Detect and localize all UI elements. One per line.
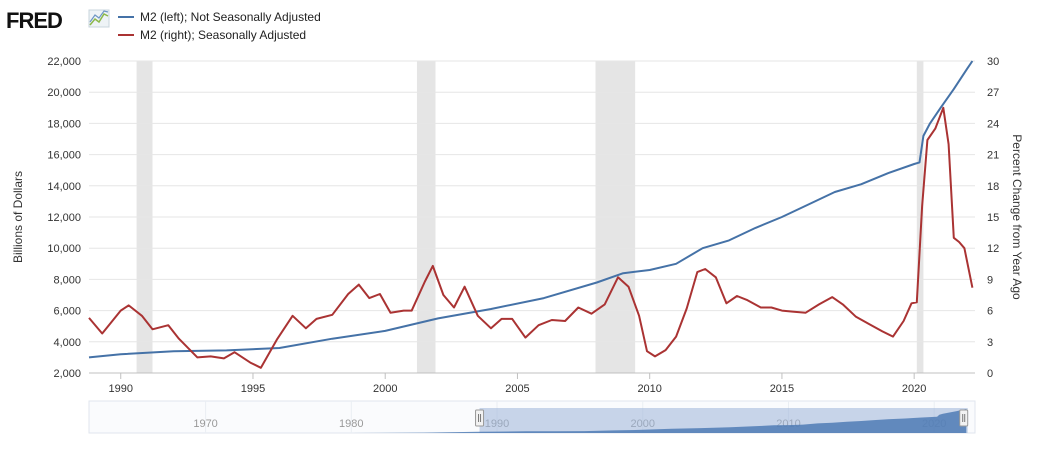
navigator-tick-label: 1980 <box>339 418 363 430</box>
series-lines[interactable] <box>88 60 974 369</box>
x-axis-ticks: 1990 1995 2000 2005 2010 2015 2020 <box>108 373 926 395</box>
fred-logo-graph-icon <box>88 9 110 28</box>
series-line-m2-sa[interactable] <box>88 106 974 369</box>
y-axis-left-title: Billions of Dollars <box>11 171 25 263</box>
x-tick-label: 2005 <box>505 383 529 395</box>
legend: M2 (left); Not Seasonally Adjusted M2 (r… <box>118 10 321 42</box>
y-right-tick-label: 6 <box>987 306 993 318</box>
navigator-handle-grip[interactable] <box>475 409 485 427</box>
navigator-tick-label: 1970 <box>193 418 217 430</box>
y-left-tick-label: 6,000 <box>53 306 81 318</box>
range-navigator[interactable]: 197019801990200020102020 <box>88 400 976 434</box>
y-axis-right-title: Percent Change from Year Ago <box>1010 134 1024 300</box>
y-left-tick-label: 8,000 <box>53 274 81 286</box>
y-axis-left-ticks: 2,000 4,000 6,000 8,000 10,000 12,000 14,000 16… <box>47 56 81 380</box>
y-left-tick-label: 22,000 <box>47 56 81 68</box>
x-tick-label: 2015 <box>770 383 794 395</box>
y-right-tick-label: 18 <box>987 181 999 193</box>
series-line-m2-nsa[interactable] <box>88 60 974 359</box>
y-right-tick-label: 24 <box>987 118 999 130</box>
y-right-tick-label: 3 <box>987 337 993 349</box>
x-tick-label: 1995 <box>241 383 265 395</box>
y-right-tick-label: 0 <box>987 368 993 380</box>
y-right-tick-label: 12 <box>987 243 999 255</box>
navigator-right-handle[interactable] <box>959 409 969 427</box>
x-tick-label: 2000 <box>373 383 397 395</box>
y-left-tick-label: 20,000 <box>47 87 81 99</box>
x-tick-label: 2010 <box>637 383 661 395</box>
navigator-handle-grip[interactable] <box>959 409 969 427</box>
y-left-tick-label: 14,000 <box>47 181 81 193</box>
x-tick-label: 1990 <box>108 383 132 395</box>
fred-logo[interactable]: FRED <box>6 8 110 33</box>
y-right-tick-label: 21 <box>987 150 999 162</box>
y-left-tick-label: 16,000 <box>47 150 81 162</box>
y-right-tick-label: 27 <box>987 87 999 99</box>
x-tick-label: 2020 <box>902 383 926 395</box>
y-left-tick-label: 18,000 <box>47 118 81 130</box>
y-right-tick-label: 15 <box>987 212 999 224</box>
y-right-tick-label: 9 <box>987 274 993 286</box>
fred-logo-text: FRED <box>6 8 62 33</box>
y-right-tick-label: 30 <box>987 56 999 68</box>
y-left-tick-label: 2,000 <box>53 368 81 380</box>
navigator-left-handle[interactable] <box>475 409 485 427</box>
legend-label-m2-nsa: M2 (left); Not Seasonally Adjusted <box>140 10 321 24</box>
legend-label-m2-sa: M2 (right); Seasonally Adjusted <box>140 28 306 42</box>
y-left-tick-label: 12,000 <box>47 212 81 224</box>
y-left-tick-label: 10,000 <box>47 243 81 255</box>
navigator-series-area <box>351 409 967 433</box>
y-axis-right-ticks: 0 3 6 9 12 15 18 21 24 27 30 <box>987 56 999 380</box>
y-left-tick-label: 4,000 <box>53 337 81 349</box>
grid-lines <box>89 60 975 374</box>
